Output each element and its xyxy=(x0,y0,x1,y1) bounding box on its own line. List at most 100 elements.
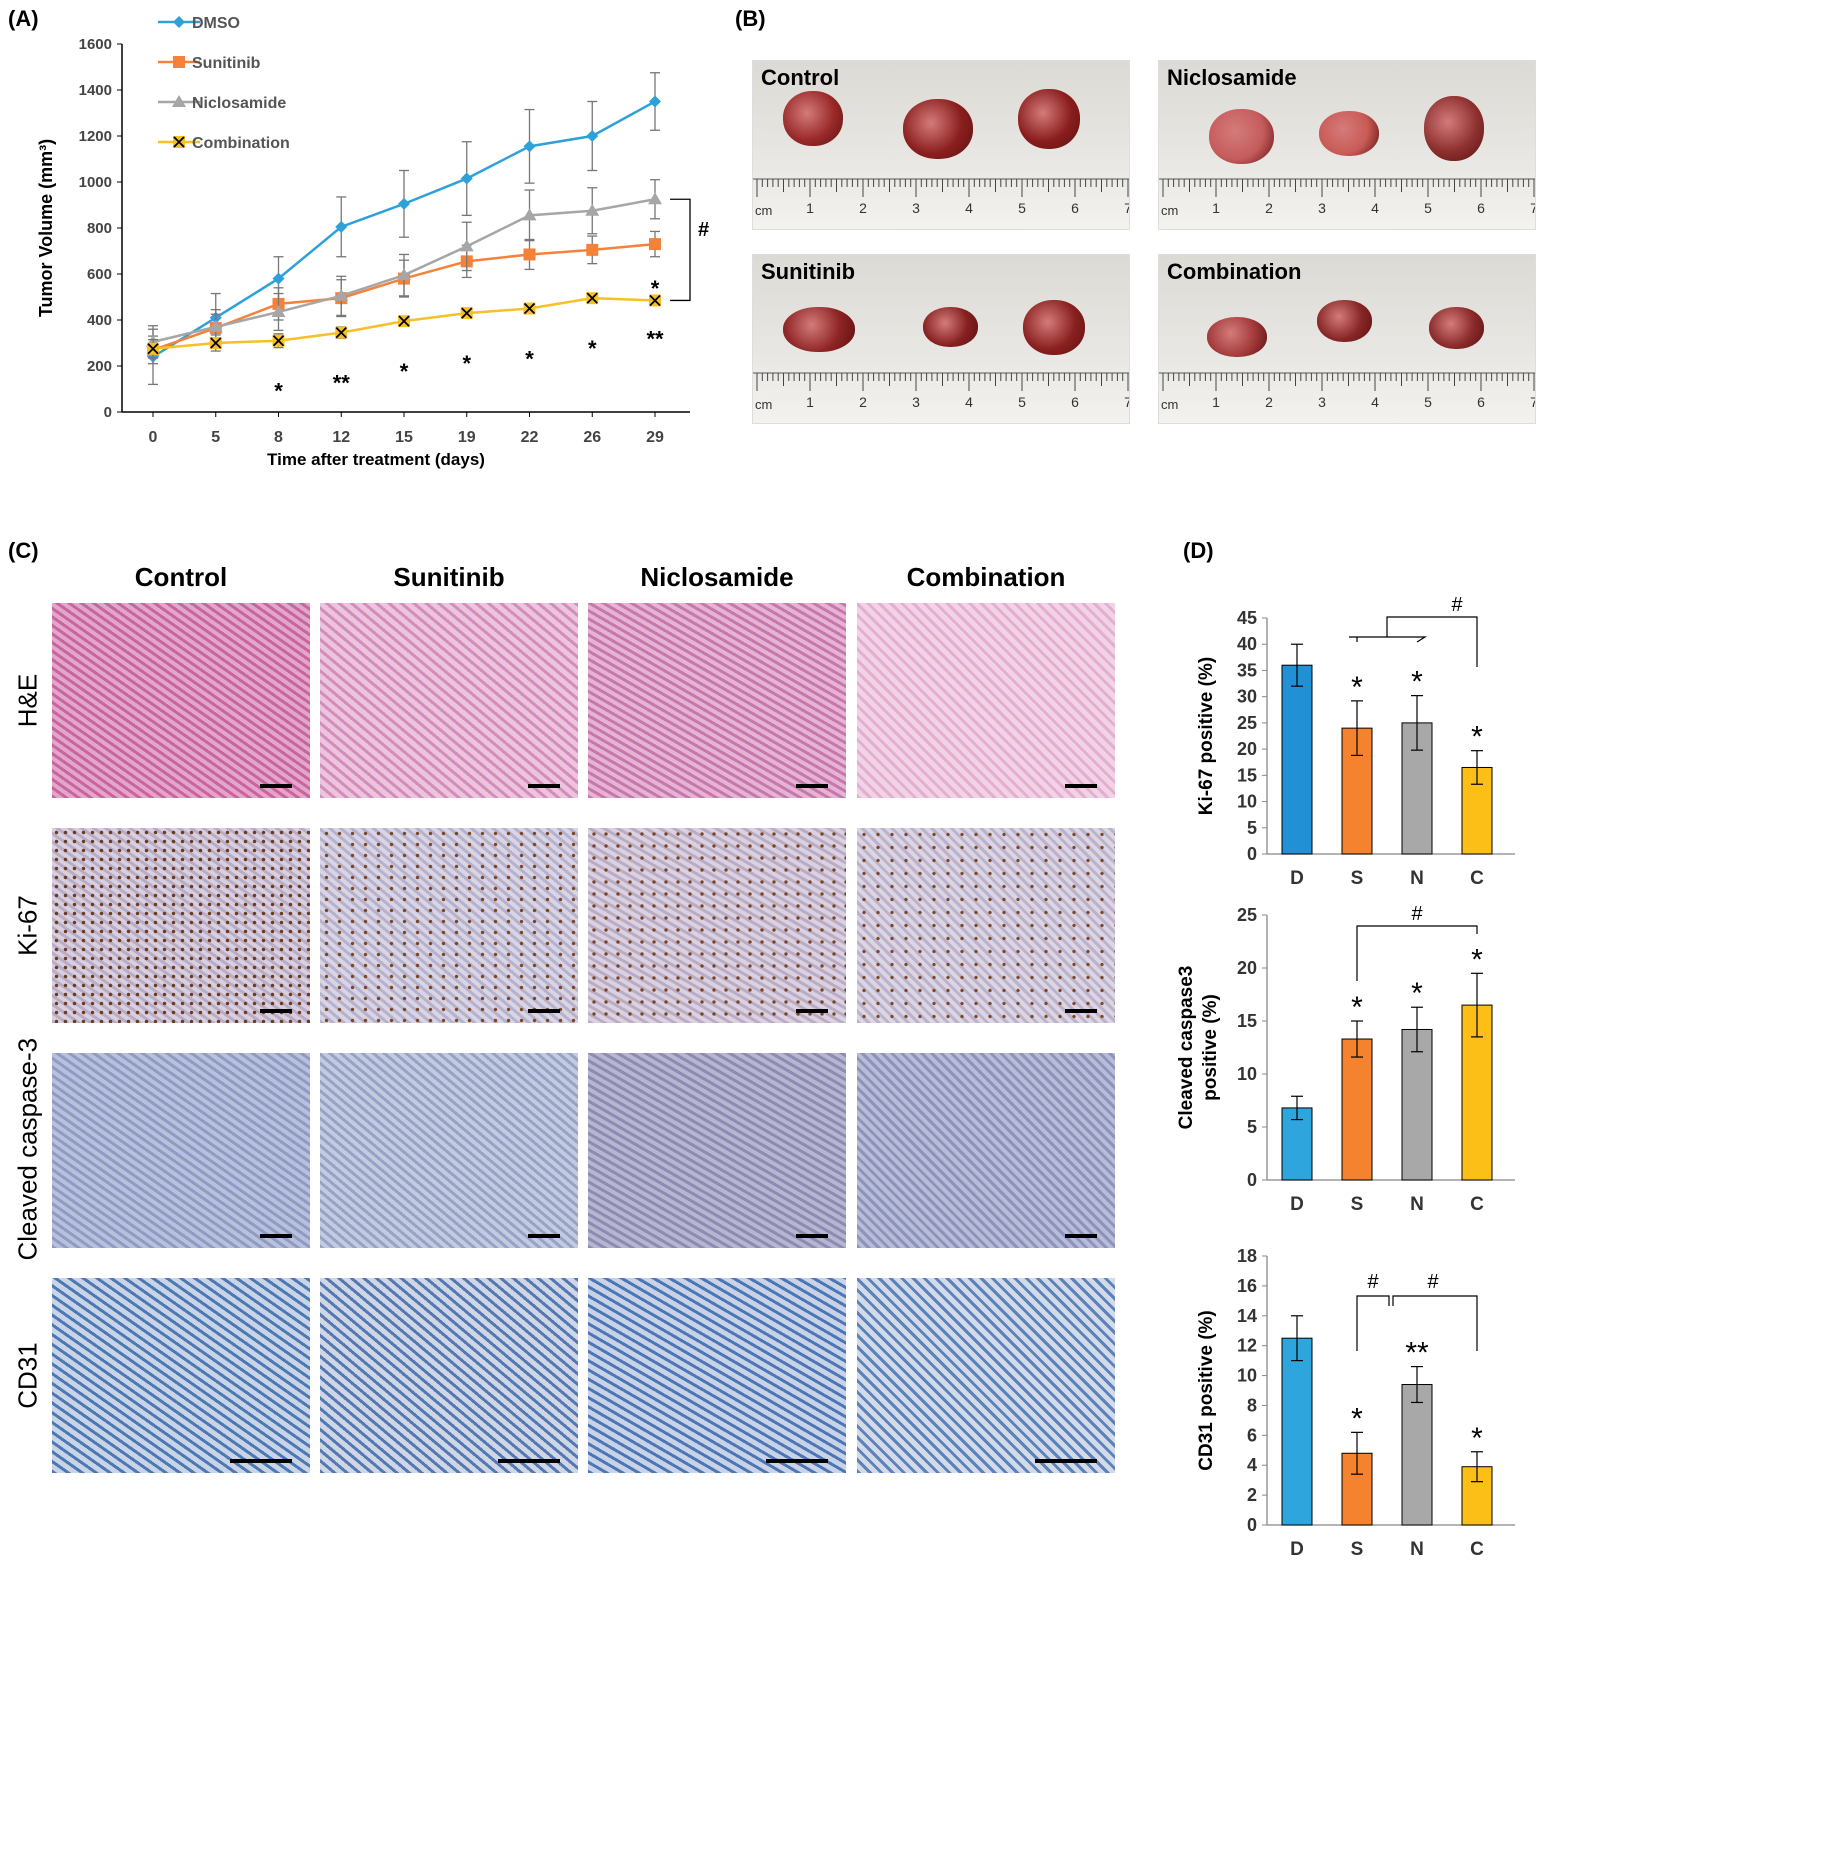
scale-bar xyxy=(260,1009,292,1013)
ruler: cm 1 2 3 4 5 6 7 xyxy=(1159,178,1535,218)
data-point-cross xyxy=(523,302,536,315)
ruler-number: 2 xyxy=(859,394,867,410)
ruler-number: 6 xyxy=(1477,394,1485,410)
ruler-number: 5 xyxy=(1018,394,1026,410)
ruler: cm 1 2 3 4 5 6 7 xyxy=(753,372,1129,412)
y-tick-label: 15 xyxy=(1237,1011,1257,1031)
category-label: C xyxy=(1470,1539,1484,1560)
ruler-number: 5 xyxy=(1424,200,1432,216)
category-label: C xyxy=(1470,868,1484,889)
y-tick-label: 1200 xyxy=(79,128,112,145)
scale-bar xyxy=(766,1459,828,1463)
bar-n xyxy=(1401,1028,1433,1181)
y-tick-label: 5 xyxy=(1247,818,1257,838)
significance-star: ** xyxy=(333,371,351,396)
y-tick-label: 2 xyxy=(1247,1485,1257,1505)
tumor-specimen xyxy=(1209,109,1274,164)
x-axis-title: Time after treatment (days) xyxy=(267,450,485,469)
significance-star: * xyxy=(1471,721,1483,754)
ruler-number: 6 xyxy=(1477,200,1485,216)
data-point-cross xyxy=(649,294,661,307)
y-tick-label: 25 xyxy=(1237,713,1257,733)
y-tick-label: 15 xyxy=(1237,765,1257,785)
data-point xyxy=(397,268,411,281)
histology-row-title: Ki-67 xyxy=(12,895,43,956)
data-point xyxy=(648,192,662,205)
scale-bar xyxy=(260,784,292,788)
x-tick-label: 5 xyxy=(211,429,220,446)
bar-d xyxy=(1281,1337,1313,1526)
data-point xyxy=(334,288,349,301)
data-point-cross xyxy=(461,307,473,319)
x-tick-label: 12 xyxy=(332,429,350,446)
ruler-unit: cm xyxy=(755,397,772,412)
data-point xyxy=(523,248,536,261)
data-point xyxy=(649,95,661,108)
category-label: C xyxy=(1470,1194,1484,1215)
tumor-specimen xyxy=(1319,111,1379,156)
y-tick-label: 0 xyxy=(104,404,112,421)
y-tick-label: 0 xyxy=(1247,844,1257,864)
scale-bar xyxy=(528,1009,560,1013)
y-tick-label: 6 xyxy=(1247,1425,1257,1445)
ruler: cm 1 2 3 4 5 6 7 xyxy=(1159,372,1535,412)
y-tick-label: 1000 xyxy=(79,174,112,191)
data-point xyxy=(272,272,285,285)
histology-image xyxy=(857,1053,1115,1248)
tumor-specimen xyxy=(903,99,973,159)
tumor-photo-label: Control xyxy=(761,65,840,90)
y-axis-title: Ki-67 positive (%) xyxy=(1196,657,1217,815)
histology-image xyxy=(588,828,846,1023)
histology-image xyxy=(588,1053,846,1248)
data-point-cross xyxy=(398,315,410,327)
histology-row-title: Cleaved caspase-3 xyxy=(12,1037,43,1261)
ruler-number: 4 xyxy=(1371,200,1379,216)
y-axis-title: Tumor Volume (mm³) xyxy=(36,139,56,317)
significance-star: * xyxy=(1411,666,1423,699)
data-point xyxy=(586,130,599,142)
histology-row-title: CD31 xyxy=(12,1342,43,1409)
ruler-number: 7 xyxy=(1124,200,1129,216)
ruler-number: 3 xyxy=(912,200,920,216)
ruler-unit: cm xyxy=(755,203,772,218)
y-tick-label: 40 xyxy=(1237,634,1257,654)
ruler-number: 2 xyxy=(859,200,867,216)
y-tick-label: 30 xyxy=(1237,687,1257,707)
x-tick-label: 26 xyxy=(583,429,601,446)
tumor-specimen xyxy=(783,91,843,146)
legend-label: Sunitinib xyxy=(192,55,261,72)
x-tick-label: 0 xyxy=(149,429,158,446)
sunitinib-significance-star: * xyxy=(651,276,660,301)
ruler-number: 6 xyxy=(1071,200,1079,216)
tumor-specimen xyxy=(1018,89,1080,149)
category-label: S xyxy=(1351,868,1364,889)
scale-bar xyxy=(260,1234,292,1238)
significance-star: ** xyxy=(1405,1337,1429,1370)
ruler-number: 2 xyxy=(1265,200,1273,216)
ruler-number: 4 xyxy=(1371,394,1379,410)
histology-row-title: H&E xyxy=(12,673,43,728)
legend-marker-cross xyxy=(173,136,185,148)
panel-label-a: (A) xyxy=(8,6,39,31)
series-combination xyxy=(147,292,661,359)
tumor-photo-label: Niclosamide xyxy=(1167,65,1297,90)
x-tick-label: 15 xyxy=(395,429,413,446)
histology-column-title: Combination xyxy=(906,562,1066,592)
data-point xyxy=(335,220,348,233)
category-label: N xyxy=(1410,1539,1424,1560)
tumor-volume-line-chart: 0 200 400 600 800 1000 1200 1400 1600 0 5 8 12 15 19 22… xyxy=(36,15,709,469)
histology-image xyxy=(52,828,310,1023)
histology-column-title: Sunitinib xyxy=(393,562,505,592)
bracket-label: # xyxy=(698,219,709,241)
histology-image xyxy=(320,1278,578,1473)
ruler-number: 3 xyxy=(1318,200,1326,216)
legend-marker xyxy=(172,95,186,107)
histology-image xyxy=(320,828,578,1023)
category-label: D xyxy=(1290,868,1304,889)
y-tick-label: 10 xyxy=(1237,792,1257,812)
data-point-cross xyxy=(210,337,222,349)
ruler-number: 1 xyxy=(806,394,814,410)
data-point xyxy=(522,208,537,221)
data-point xyxy=(271,304,286,317)
histology-image xyxy=(588,1278,846,1473)
